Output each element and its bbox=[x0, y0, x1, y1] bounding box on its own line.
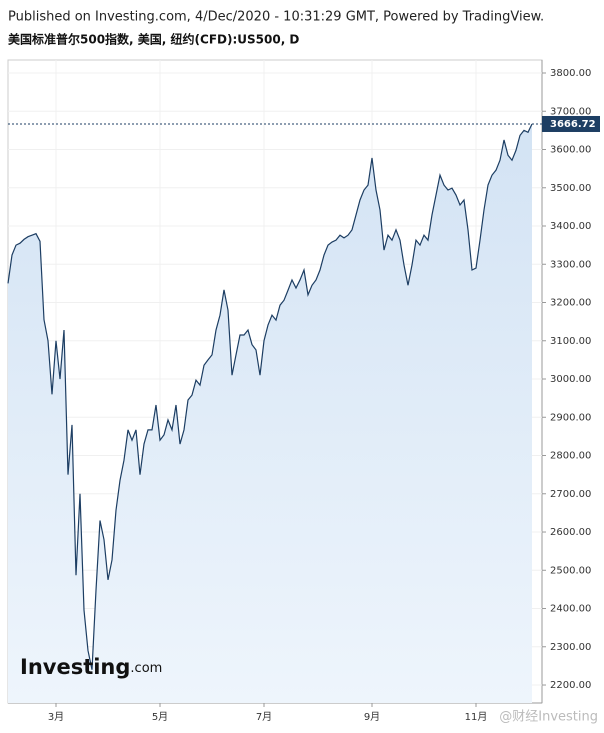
y-tick-label: 3800.00 bbox=[550, 68, 591, 79]
y-tick-label: 3200.00 bbox=[550, 298, 591, 309]
x-tick-label: 7月 bbox=[256, 711, 272, 723]
y-tick-label: 3400.00 bbox=[550, 221, 591, 232]
logo-suffix: .com bbox=[130, 661, 162, 676]
y-tick-label: 2900.00 bbox=[550, 412, 591, 423]
published-note: Published on Investing.com, 4/Dec/2020 -… bbox=[8, 10, 544, 25]
logo-brand: Investing bbox=[20, 655, 130, 679]
logo: Investing.com bbox=[20, 655, 162, 679]
area-fill bbox=[8, 123, 532, 704]
y-tick-label: 2300.00 bbox=[550, 642, 591, 653]
x-tick-label: 11月 bbox=[465, 711, 488, 723]
marks bbox=[7, 115, 600, 704]
y-tick-label: 2500.00 bbox=[550, 565, 591, 576]
last-price-box bbox=[542, 115, 600, 132]
y-tick-label: 2700.00 bbox=[550, 489, 591, 500]
y-tick-label: 2800.00 bbox=[550, 451, 591, 462]
y-tick-label: 2400.00 bbox=[550, 604, 591, 615]
last-price-label: 3666.72 bbox=[550, 119, 596, 130]
y-tick-label: 2600.00 bbox=[550, 527, 591, 538]
x-tick-label: 5月 bbox=[152, 711, 168, 723]
y-tick-label: 2200.00 bbox=[550, 680, 591, 691]
y-tick-label: 3000.00 bbox=[550, 374, 591, 385]
watermark: @财经Investing bbox=[499, 710, 598, 725]
y-tick-label: 3500.00 bbox=[550, 183, 591, 194]
price-line bbox=[7, 123, 533, 670]
y-tick-label: 3300.00 bbox=[550, 259, 591, 270]
labels: 2200.00 2300.00 2400.00 2500.00 2600.00 2700.… bbox=[48, 68, 596, 723]
y-tick-label: 3600.00 bbox=[550, 145, 591, 156]
y-tick-label: 3700.00 bbox=[550, 106, 591, 117]
x-tick-label: 9月 bbox=[364, 711, 380, 723]
x-tick-label: 3月 bbox=[48, 711, 64, 723]
chart-subtitle: 美国标准普尔500指数, 美国, 纽约(CFD):US500, D bbox=[8, 32, 299, 47]
y-tick-label: 3100.00 bbox=[550, 336, 591, 347]
